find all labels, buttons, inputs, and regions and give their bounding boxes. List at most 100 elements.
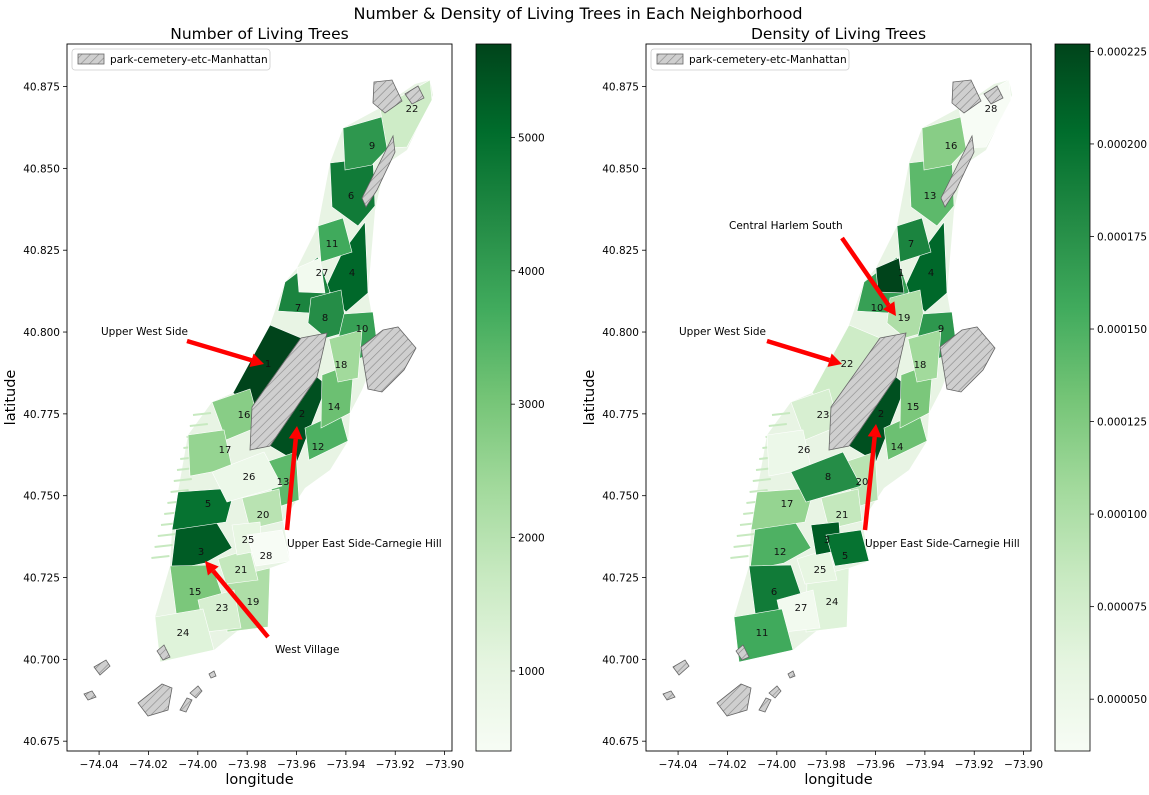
neighborhood-8 (307, 289, 348, 339)
legend-swatch (656, 53, 684, 65)
x-tick-label: −73.90 (425, 759, 464, 771)
park-cemetery (137, 683, 173, 717)
annotation-label: Upper East Side-Carnegie Hill (865, 538, 1020, 550)
annotation-label: Upper West Side (679, 326, 766, 338)
park-cemetery (735, 644, 750, 661)
annotation-arrowhead (867, 424, 882, 438)
x-tick-label: −74.00 (178, 759, 217, 771)
annotation-arrow (284, 438, 298, 531)
rank-label-23: 23 (817, 410, 830, 421)
rank-label-1: 1 (898, 268, 904, 279)
rank-label-17: 17 (219, 445, 232, 456)
neighborhood-8 (790, 451, 862, 503)
park-cemetery (189, 685, 203, 699)
rank-label-26: 26 (243, 472, 256, 483)
rank-label-8: 8 (825, 472, 831, 483)
y-axis-label: latitude (3, 370, 19, 426)
park-cemetery (758, 697, 772, 713)
map-layer: 2221241713101916971420156232618242125282… (662, 79, 1012, 717)
rank-label-18: 18 (914, 360, 927, 371)
pier (736, 533, 755, 537)
rank-label-11: 11 (326, 239, 339, 250)
rank-label-9: 9 (369, 141, 375, 152)
rank-label-4: 4 (928, 268, 934, 279)
colorbar-tick-label: 0.000075 (1097, 602, 1147, 614)
panel-density-of-trees: Density of Living Trees22212417131019169… (582, 25, 1147, 788)
rank-label-26: 26 (798, 445, 811, 456)
rank-label-11: 11 (756, 628, 769, 639)
rank-label-10: 10 (356, 324, 369, 335)
y-tick-label: 40.875 (23, 82, 60, 94)
panel-title: Density of Living Trees (751, 25, 926, 43)
annotation-arrowhead (205, 561, 219, 576)
colorbar (475, 43, 512, 752)
pier (768, 423, 787, 427)
rank-label-10: 10 (871, 303, 884, 314)
rank-label-9: 9 (938, 324, 944, 335)
rank-label-3: 3 (198, 547, 204, 558)
annotation-arrowhead (827, 353, 842, 367)
neighborhood-5 (825, 529, 870, 567)
rank-label-20: 20 (856, 477, 869, 488)
park-cemetery (249, 332, 328, 451)
rank-label-12: 12 (774, 547, 787, 558)
rank-label-6: 6 (348, 191, 354, 202)
rank-label-13: 13 (277, 477, 290, 488)
x-tick-label: −73.94 (905, 759, 944, 771)
annotation-label: Upper West Side (101, 326, 188, 338)
y-tick-label: 40.800 (602, 327, 639, 339)
park-cemetery (940, 134, 975, 208)
rank-label-18: 18 (335, 360, 348, 371)
rank-label-20: 20 (257, 510, 270, 521)
neighborhood-4 (904, 221, 948, 313)
neighborhood-5 (171, 487, 236, 531)
colorbar-tick-label: 2000 (518, 533, 545, 545)
colorbar-tick-label: 5000 (518, 132, 545, 144)
y-tick-label: 40.850 (602, 163, 639, 175)
neighborhood-11 (317, 217, 353, 263)
neighborhood-18 (328, 329, 363, 383)
pier (170, 489, 189, 493)
colorbar-tick-label: 0.000125 (1097, 417, 1147, 429)
y-tick-label: 40.800 (23, 327, 60, 339)
annotation-arrow (840, 236, 891, 307)
rank-label-27: 27 (316, 268, 329, 279)
neighborhood-11 (733, 608, 794, 663)
colorbar-tick-label: 4000 (518, 266, 545, 278)
x-tick-label: −74.02 (708, 759, 747, 771)
annotation-arrow (766, 338, 831, 363)
park-cemetery (939, 326, 996, 393)
y-tick-label: 40.875 (602, 82, 639, 94)
park-cemetery (361, 134, 396, 208)
annotation-arrowhead (249, 353, 264, 367)
neighborhood-27 (296, 257, 326, 294)
park-cemetery (372, 79, 403, 114)
rank-label-22: 22 (406, 104, 419, 115)
map-layer: 1234567891011121314151617181920212223242… (83, 79, 433, 717)
park-cemetery (828, 332, 907, 451)
x-tick-label: −74.00 (757, 759, 796, 771)
rank-label-21: 21 (235, 565, 248, 576)
neighborhood-1 (875, 257, 905, 294)
rank-label-5: 5 (842, 551, 848, 562)
rank-label-24: 24 (826, 597, 839, 608)
y-tick-label: 40.825 (23, 245, 60, 257)
park-cemetery (93, 659, 111, 676)
colorbar-tick-label: 3000 (518, 399, 545, 411)
rank-label-17: 17 (781, 499, 794, 510)
neighborhood-26 (211, 451, 283, 503)
rank-label-4: 4 (349, 268, 355, 279)
pier (733, 544, 752, 548)
x-tick-label: −73.92 (376, 759, 415, 771)
legend-box (71, 48, 271, 71)
neighborhood-20 (241, 488, 284, 530)
x-tick-label: −73.96 (277, 759, 316, 771)
neighborhood-9 (342, 115, 395, 171)
rank-label-27: 27 (795, 603, 808, 614)
annotation-arrowhead (882, 301, 896, 316)
y-tick-label: 40.725 (602, 573, 639, 585)
park-cemetery (179, 697, 193, 713)
park-cemetery (768, 685, 782, 699)
park-cemetery (156, 644, 171, 661)
